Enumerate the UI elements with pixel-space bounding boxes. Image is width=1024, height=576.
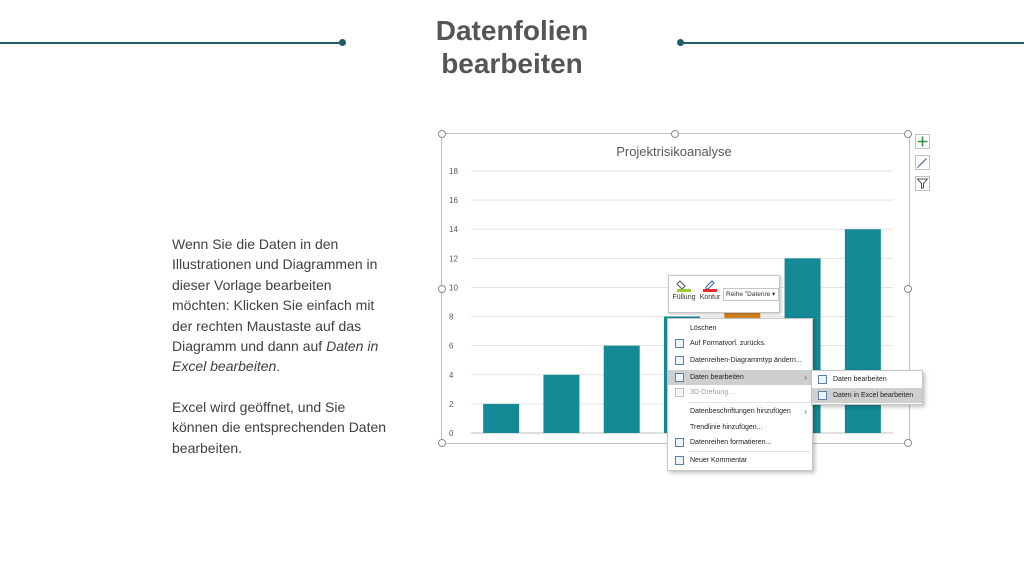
excel-note-paragraph: Excel wird geöffnet, und Sie können die … — [172, 398, 387, 456]
bar[interactable] — [603, 345, 640, 433]
edit-data-icon — [675, 373, 684, 382]
title-rule-left-dot — [339, 39, 346, 46]
instructions-paragraph: Wenn Sie die Daten in den Illustrationen… — [172, 234, 387, 377]
delete-icon — [675, 324, 684, 333]
format-series-icon — [675, 438, 684, 447]
title-rule-right-dot — [677, 39, 684, 46]
chart-styles-button[interactable] — [915, 155, 930, 170]
slide-body-text: Wenn Sie die Daten in den Illustrationen… — [172, 234, 387, 478]
title-rule-right — [682, 42, 1024, 44]
menu-item-delete[interactable]: Löschen — [668, 321, 812, 336]
y-tick-label: 4 — [449, 371, 454, 380]
chart-elements-button[interactable] — [915, 134, 930, 149]
resize-handle-bottom-right[interactable] — [904, 439, 912, 447]
resize-handle-bottom-left[interactable] — [438, 439, 446, 447]
outline-button[interactable]: Kontur — [697, 279, 723, 309]
resize-handle-left[interactable] — [438, 285, 446, 293]
chart-title: Projektrisikoanalyse — [616, 144, 732, 159]
chart-filters-button[interactable] — [915, 176, 930, 191]
y-tick-label: 2 — [449, 400, 454, 409]
fill-button[interactable]: Füllung — [671, 279, 697, 309]
y-tick-label: 18 — [449, 167, 458, 176]
menu-item-add-data-labels[interactable]: Datenbeschriftungen hinzufügen › — [668, 404, 812, 419]
menu-item-reset-style[interactable]: Auf Formatvorl. zurücks. — [668, 336, 812, 351]
outline-label: Kontur — [699, 294, 721, 301]
submenu-item-edit-data[interactable]: Daten bearbeiten — [812, 372, 922, 387]
edit-data-icon — [818, 375, 827, 384]
edit-data-submenu: Daten bearbeiten Daten in Excel bearbeit… — [811, 370, 923, 405]
instructions-end: . — [276, 358, 281, 375]
resize-handle-top-right[interactable] — [904, 130, 912, 138]
filter-icon — [916, 178, 929, 190]
pen-outline-icon — [703, 280, 717, 292]
slide-title-line2: bearbeiten — [441, 48, 583, 79]
resize-handle-top-left[interactable] — [438, 130, 446, 138]
chevron-down-icon: ▾ — [772, 291, 776, 298]
menu-item-format-series[interactable]: Datenreihen formatieren... — [668, 435, 812, 450]
y-tick-label: 12 — [449, 254, 458, 263]
plus-icon — [917, 136, 928, 147]
menu-item-add-trendline[interactable]: Trendlinie hinzufügen... — [690, 424, 763, 431]
menu-separator — [688, 451, 810, 452]
title-rule-left — [0, 42, 342, 44]
menu-item-edit-data[interactable]: Daten bearbeiten › — [668, 370, 812, 385]
y-tick-label: 10 — [449, 283, 458, 292]
y-tick-label: 14 — [449, 225, 458, 234]
bar[interactable] — [483, 403, 520, 433]
resize-handle-right[interactable] — [904, 285, 912, 293]
y-tick-label: 8 — [449, 313, 454, 322]
y-tick-label: 0 — [449, 429, 454, 438]
menu-separator — [688, 402, 810, 403]
menu-item-3d-rotation[interactable]: 3D-Drehung... — [668, 385, 812, 400]
context-menu: Löschen Auf Formatvorl. zurücks. Datenre… — [667, 318, 813, 471]
chevron-right-icon: › — [804, 373, 807, 382]
chart-type-icon — [675, 356, 684, 365]
paint-bucket-icon — [676, 280, 691, 292]
chevron-right-icon: › — [804, 407, 807, 416]
brush-icon — [917, 158, 927, 168]
resize-handle-top[interactable] — [671, 130, 679, 138]
rotate-3d-icon — [675, 388, 684, 397]
series-selector[interactable]: Reihe "Datenre ▾ — [723, 288, 779, 301]
reset-style-icon — [675, 339, 684, 348]
fill-label: Füllung — [672, 294, 696, 301]
menu-item-change-chart-type[interactable]: Datenreihen-Diagrammtyp ändern... — [668, 353, 812, 368]
y-tick-label: 6 — [449, 342, 454, 351]
excel-grid-icon — [818, 391, 827, 400]
slide-title: Datenfolien bearbeiten — [350, 14, 674, 80]
instructions-text: Wenn Sie die Daten in den Illustrationen… — [172, 236, 378, 355]
menu-item-new-comment[interactable]: Neuer Kommentar — [668, 453, 812, 468]
bar[interactable] — [543, 374, 580, 433]
instructions-emphasis: Daten in Excel bearbeiten — [172, 338, 379, 375]
comment-icon — [675, 456, 684, 465]
mini-toolbar: Füllung Kontur Reihe "Datenre ▾ — [668, 275, 780, 313]
y-tick-label: 16 — [449, 196, 458, 205]
series-selector-label: Reihe "Datenre — [726, 291, 771, 298]
slide-title-line1: Datenfolien — [435, 15, 589, 46]
submenu-item-edit-in-excel[interactable]: Daten in Excel bearbeiten — [812, 388, 922, 403]
